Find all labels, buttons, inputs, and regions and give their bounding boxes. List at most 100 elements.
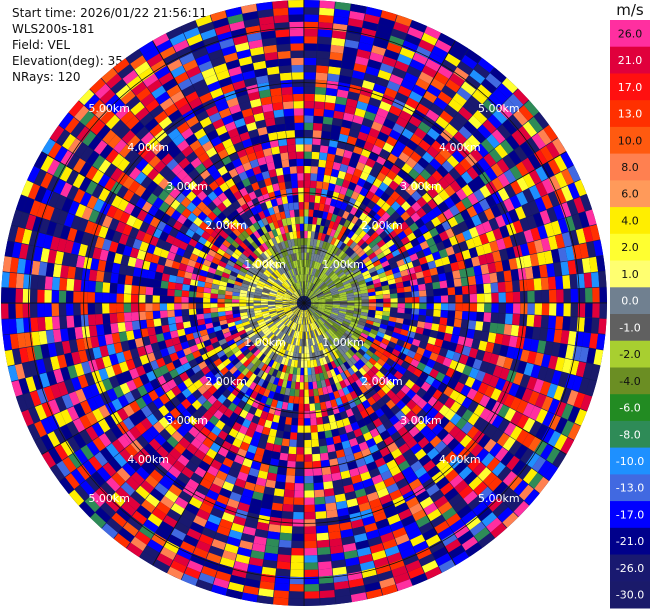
ppi-gate — [440, 287, 449, 296]
ppi-gate — [485, 398, 497, 411]
ppi-gate — [210, 303, 218, 308]
ppi-gate — [452, 370, 463, 382]
ppi-gate — [388, 353, 398, 362]
ppi-gate — [548, 289, 557, 303]
ppi-gate — [309, 410, 317, 419]
ppi-gate — [530, 364, 541, 379]
ppi-gate — [489, 353, 500, 365]
ppi-gate — [304, 447, 312, 455]
ppi-gate — [339, 306, 347, 310]
ppi-gate — [282, 503, 294, 512]
ppi-gate — [300, 375, 304, 383]
ppi-gate — [102, 313, 111, 325]
ppi-gate — [506, 346, 516, 359]
ppi-gate — [275, 568, 290, 577]
ppi-gate — [313, 115, 324, 124]
ppi-gate — [304, 223, 308, 231]
ppi-gate — [253, 303, 261, 306]
ppi-gate — [491, 414, 504, 429]
ppi-gate — [315, 511, 327, 520]
ppi-gate — [484, 385, 496, 398]
ppi-gate — [583, 272, 593, 288]
ppi-gate — [174, 309, 182, 317]
ppi-gate — [484, 303, 492, 313]
ppi-gate — [346, 307, 355, 311]
ppi-gate — [555, 357, 566, 372]
ppi-gate — [456, 405, 468, 418]
ppi-gate — [433, 288, 441, 296]
ppi-gate — [561, 420, 575, 437]
ppi-gate — [318, 159, 327, 168]
ppi-gate — [492, 343, 502, 355]
range-ring-label: 5.00km — [478, 102, 520, 115]
ppi-gate — [546, 447, 561, 464]
ppi-gate — [167, 281, 176, 290]
ppi-gate — [308, 389, 314, 397]
ppi-gate — [318, 438, 327, 447]
ppi-gate — [347, 300, 355, 303]
ppi-gate — [368, 295, 376, 300]
ppi-gate — [367, 313, 376, 318]
ppi-gate — [94, 303, 103, 314]
ppi-gate — [599, 303, 607, 319]
ppi-gate — [152, 287, 161, 296]
ppi-gate — [51, 277, 60, 291]
ppi-gate — [147, 270, 156, 280]
ppi-gate — [59, 277, 68, 291]
ppi-gate — [524, 266, 534, 280]
ppi-gate — [438, 273, 447, 282]
ppi-gate — [503, 270, 512, 282]
ppi-gate — [454, 381, 465, 393]
ppi-gate — [317, 43, 331, 52]
ppi-gate — [464, 337, 474, 348]
ppi-gate — [8, 288, 16, 303]
ppi-gate — [418, 290, 427, 297]
ppi-gate — [434, 338, 444, 348]
ppi-gate — [541, 290, 550, 303]
ppi-gate — [15, 288, 23, 303]
ppi-gate — [304, 7, 319, 15]
ppi-gate — [290, 432, 298, 440]
ppi-gate — [304, 432, 312, 441]
ppi-gate — [304, 454, 313, 462]
ppi-gate — [8, 272, 17, 288]
ppi-gate — [469, 293, 478, 303]
ppi-gate — [554, 434, 568, 451]
ppi-gate — [304, 50, 317, 58]
ppi-gate — [317, 307, 325, 311]
ppi-gate — [174, 296, 182, 303]
ppi-gate — [362, 342, 371, 350]
ppi-gate — [289, 28, 304, 37]
ppi-gate — [304, 194, 310, 203]
ppi-gate — [424, 322, 433, 330]
ppi-gate — [443, 386, 454, 397]
ppi-gate — [496, 323, 505, 335]
ppi-gate — [189, 285, 198, 292]
ppi-gate — [160, 317, 169, 326]
ppi-gate — [281, 438, 290, 447]
range-ring-label: 5.00km — [88, 102, 130, 115]
ppi-gate — [304, 403, 310, 412]
ppi-gate — [547, 276, 557, 290]
ppi-gate — [569, 274, 578, 289]
colorbar-tick: -6.0 — [619, 402, 640, 415]
ppi-gate — [308, 202, 315, 210]
ppi-gate — [370, 328, 379, 336]
ppi-gate — [491, 292, 499, 303]
ppi-gate — [476, 293, 485, 303]
ppi-gate — [276, 474, 286, 483]
ppi-gate — [570, 303, 579, 317]
ppi-gate — [319, 145, 329, 154]
ppi-gate — [298, 411, 304, 419]
ppi-gate — [479, 394, 491, 408]
ppi-gate — [354, 303, 362, 306]
ppi-gate — [416, 362, 427, 372]
ppi-gate — [483, 283, 492, 294]
ppi-gate — [527, 303, 535, 315]
ppi-gate — [271, 502, 283, 512]
ppi-gate — [510, 269, 520, 281]
ppi-gate — [368, 332, 377, 339]
ppi-gate — [438, 324, 447, 333]
ppi-gate — [404, 308, 413, 315]
ppi-gate — [364, 323, 373, 329]
